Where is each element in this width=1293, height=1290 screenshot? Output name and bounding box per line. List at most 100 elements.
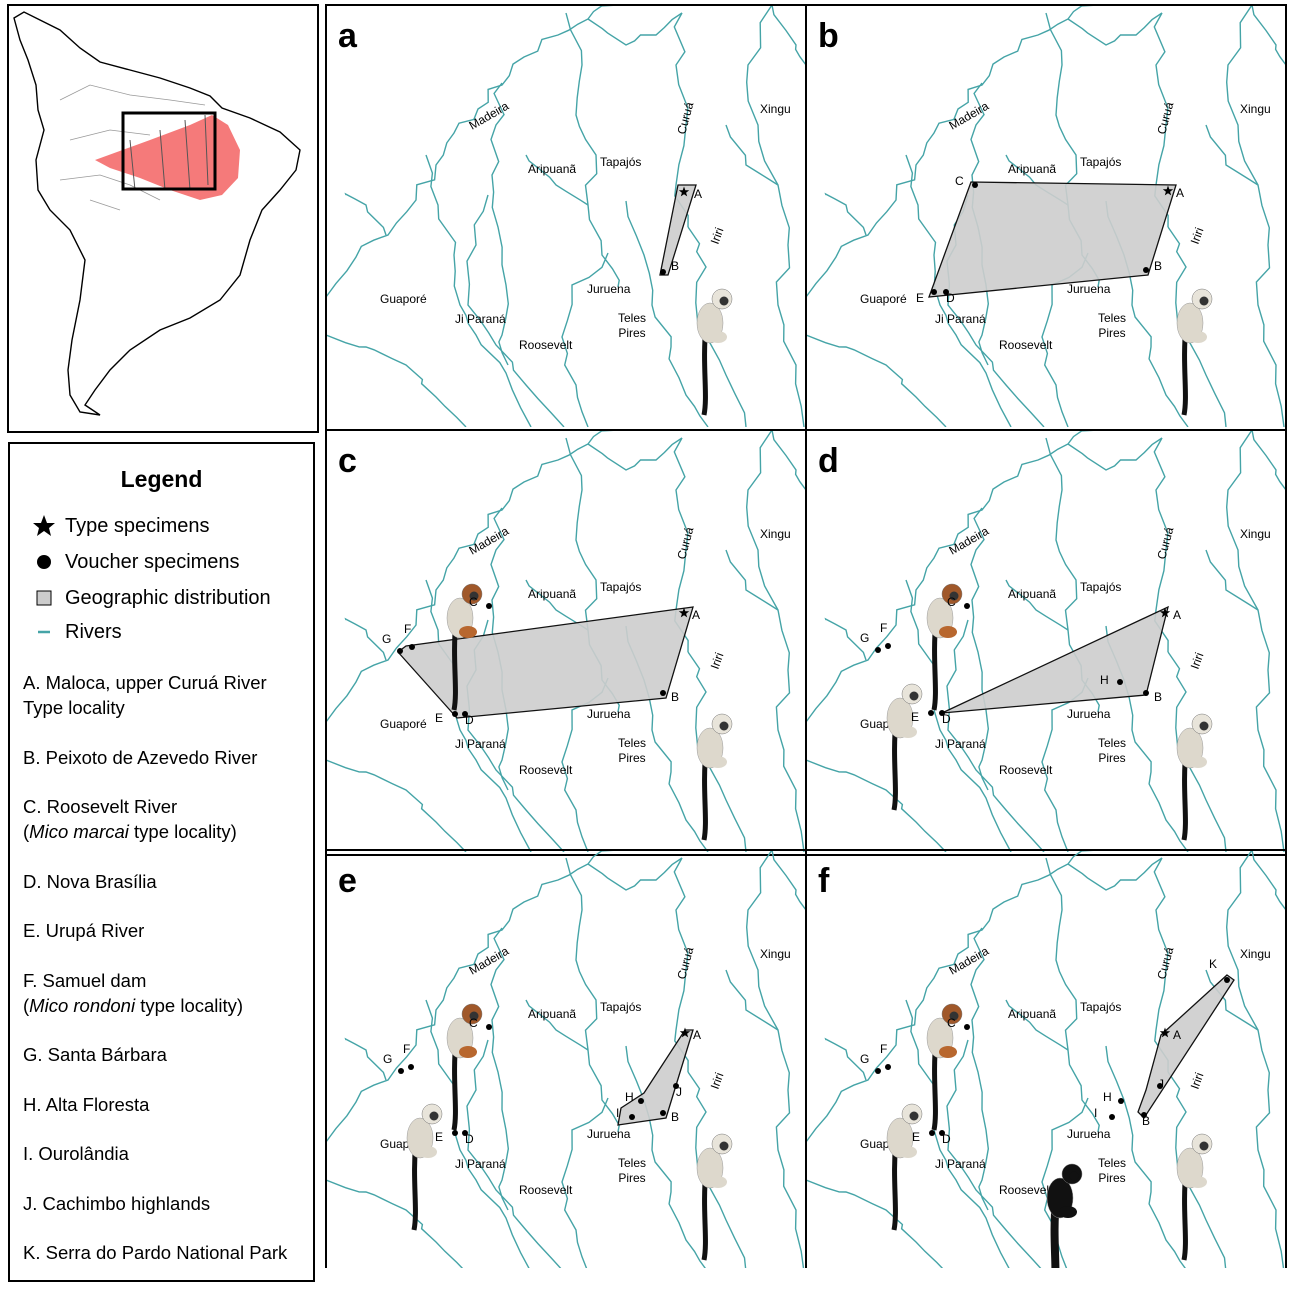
locality: B. Peixoto de Azevedo River (23, 745, 287, 770)
river (947, 620, 1044, 852)
river-label: Juruena (587, 707, 631, 721)
point-label: B (1154, 690, 1162, 704)
point-label: B (1154, 259, 1162, 273)
note-close: type locality) (129, 821, 237, 842)
voucher-specimen (397, 648, 403, 654)
locality: A. Maloca, upper Curuá RiverType localit… (23, 670, 287, 720)
river (747, 850, 804, 1268)
locality: D. Nova Brasília (23, 869, 287, 894)
marmoset-illustration (887, 1104, 922, 1230)
leg (419, 1146, 437, 1158)
leg (1189, 331, 1207, 343)
locality-label: E. Urupá River (23, 918, 287, 943)
face (720, 297, 729, 306)
leg (709, 756, 727, 768)
point-label: E (911, 710, 919, 724)
point-label: H (625, 1090, 634, 1104)
river-label: Xingu (760, 102, 791, 116)
point-label: C (955, 174, 964, 188)
river (1227, 5, 1284, 427)
voucher-specimen (885, 1064, 891, 1070)
voucher-specimen (660, 1110, 666, 1116)
locality: C. Roosevelt River(Mico marcai type loca… (23, 794, 287, 844)
river (426, 155, 531, 427)
point-label: A (1176, 186, 1184, 200)
river (772, 5, 806, 65)
leg (899, 726, 917, 738)
river-label: Guaporé (380, 717, 427, 731)
leg (459, 1046, 477, 1058)
river-label: Teles (618, 1156, 646, 1170)
voucher-specimen (660, 690, 666, 696)
locality-label: B. Peixoto de Azevedo River (23, 745, 287, 770)
legend: Legend Type specimens Voucher specimens … (8, 442, 315, 1282)
locality-label: D. Nova Brasília (23, 869, 287, 894)
river-label: Iriri (708, 226, 727, 246)
point-label: G (860, 631, 869, 645)
river (1252, 5, 1286, 65)
river (588, 13, 682, 45)
map-panel: MadeiraAripuanãTapajósCuruáXinguIririGua… (806, 850, 1286, 1268)
river (806, 760, 946, 852)
locality: G. Santa Bárbara (23, 1042, 287, 1067)
point-label: K (1209, 957, 1217, 971)
inset-map (14, 12, 300, 415)
river-label: Aripuanã (528, 162, 576, 176)
map-panel: MadeiraAripuanãTapajósCuruáXinguIririGua… (326, 850, 806, 1268)
point-label: I (616, 1106, 619, 1120)
locality: E. Urupá River (23, 918, 287, 943)
river-label: Madeira (467, 944, 512, 978)
point-label: C (469, 1016, 478, 1030)
face (430, 1112, 439, 1121)
distribution-area (929, 182, 1176, 297)
point-label: D (465, 713, 474, 727)
river-label: Ji Paraná (935, 312, 986, 326)
point-label: A (693, 1028, 701, 1042)
river-label: Ji Paraná (935, 737, 986, 751)
river (467, 1040, 564, 1268)
river (326, 1180, 466, 1268)
voucher-specimen (1143, 690, 1149, 696)
point-label: G (383, 1052, 392, 1066)
voucher-specimen (885, 643, 891, 649)
point-label: A (1173, 1028, 1181, 1042)
river (747, 5, 804, 427)
voucher-specimen (486, 603, 492, 609)
river-label: Curuá (1154, 100, 1176, 136)
river-label: Aripuanã (528, 1007, 576, 1021)
face (1200, 722, 1209, 731)
point-label: G (860, 1052, 869, 1066)
river-label: Juruena (1067, 1127, 1111, 1141)
marmoset-illustration (887, 684, 922, 810)
figure: Madeira Aripuanã Tapajós Curuá Xingu Iriri Gua… (0, 0, 1293, 1268)
point-label: E (435, 1130, 443, 1144)
river (906, 580, 1011, 852)
voucher-specimen (1118, 1098, 1124, 1104)
voucher-specimen (408, 1064, 414, 1070)
point-label: E (912, 1130, 920, 1144)
river (726, 550, 778, 610)
river-label: Tapajós (1080, 580, 1121, 594)
river-label: Xingu (1240, 947, 1271, 961)
voucher-specimen (931, 289, 937, 295)
river (806, 335, 946, 427)
point-label: C (947, 1016, 956, 1030)
point-label: B (671, 690, 679, 704)
river-label: Teles (1098, 311, 1126, 325)
locality-label: C. Roosevelt River (23, 794, 287, 819)
distribution-area (1138, 975, 1234, 1118)
legend-item: Type specimens (32, 514, 210, 538)
locality: I. Ourolândia (23, 1141, 287, 1166)
river (1068, 13, 1162, 45)
face (720, 1142, 729, 1151)
point-label: F (404, 622, 411, 636)
river-label: Curuá (674, 100, 696, 136)
locality: F. Samuel dam(Mico rondoni type locality… (23, 968, 287, 1018)
leg (899, 1146, 917, 1158)
legend-item: Voucher specimens (32, 550, 240, 574)
river (1252, 430, 1286, 490)
river-label: Madeira (947, 524, 992, 558)
river-label: Roosevelt (999, 763, 1053, 777)
river-label: Pires (1098, 1171, 1125, 1185)
river-label: Ji Paraná (455, 312, 506, 326)
